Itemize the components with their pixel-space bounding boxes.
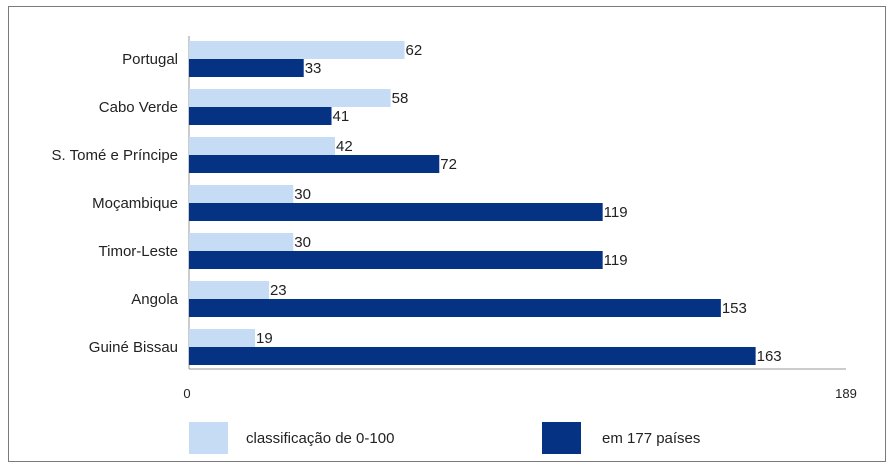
bar-series-2	[189, 155, 440, 173]
legend-label-series-2: em 177 países	[602, 430, 700, 447]
bar-series-1	[189, 137, 335, 155]
x-tick-label-max: 189	[835, 386, 857, 401]
bar-value-label: 119	[604, 204, 628, 221]
bar-series-2	[189, 299, 721, 317]
bar-series-1	[189, 41, 405, 59]
bar-value-label: 62	[406, 42, 423, 59]
category-label: Cabo Verde	[99, 99, 178, 116]
bar-series-2	[189, 203, 603, 221]
bar-value-label: 23	[270, 282, 287, 299]
bar-series-2	[189, 107, 332, 125]
bar-value-label: 30	[294, 234, 311, 251]
x-tick-label-min: 0	[183, 386, 190, 401]
bar-value-label: 119	[604, 252, 628, 269]
category-label: Moçambique	[92, 195, 178, 212]
chart-frame	[8, 6, 886, 462]
bar-series-1	[189, 233, 294, 251]
bar-series-2	[189, 251, 603, 269]
bar-value-label: 58	[392, 90, 409, 107]
bar-series-2	[189, 347, 756, 365]
bar-series-1	[189, 281, 269, 299]
category-label: Timor-Leste	[99, 243, 178, 260]
category-label: Portugal	[122, 51, 178, 68]
category-label: Angola	[131, 291, 178, 308]
bar-value-label: 41	[333, 108, 350, 125]
legend-label-series-1: classificação de 0-100	[246, 430, 394, 447]
legend-swatch-series-2	[542, 422, 581, 454]
bar-value-label: 19	[256, 330, 273, 347]
bar-series-1	[189, 329, 256, 347]
bar-value-label: 30	[294, 186, 311, 203]
bar-series-2	[189, 59, 304, 77]
bar-value-label: 33	[305, 60, 322, 77]
bar-series-1	[189, 89, 391, 107]
category-label: Guiné Bissau	[89, 339, 178, 356]
bar-series-1	[189, 185, 294, 203]
legend: classificação de 0-100 em 177 países	[189, 422, 700, 454]
legend-swatch-series-1	[189, 422, 228, 454]
category-label: S. Tomé e Príncipe	[52, 147, 178, 164]
bars-group: Portugal 62 33 Cabo Verde 58 41 S. Tomé e Prín…	[52, 41, 782, 365]
bar-value-label: 72	[440, 156, 457, 173]
bar-value-label: 153	[722, 300, 747, 317]
bar-value-label: 42	[336, 138, 353, 155]
bar-value-label: 163	[757, 348, 782, 365]
